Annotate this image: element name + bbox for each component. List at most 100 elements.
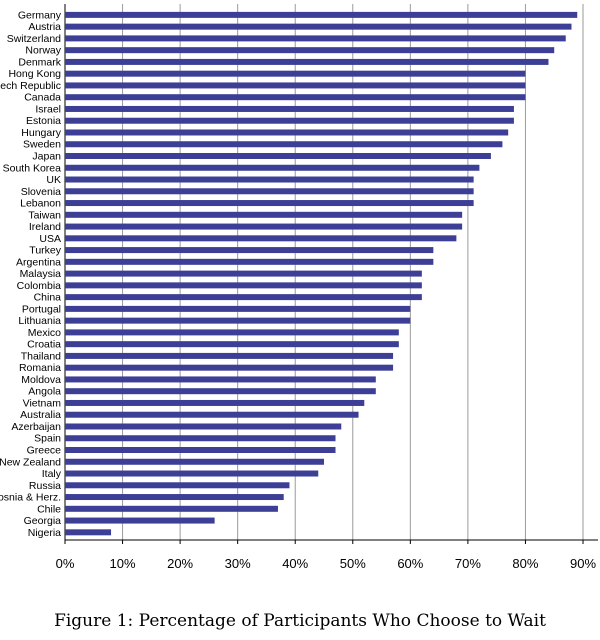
bar	[65, 282, 422, 289]
category-label: Chile	[37, 503, 61, 515]
category-label: Israel	[35, 103, 61, 115]
figure-caption: Figure 1: Percentage of Participants Who…	[54, 611, 546, 631]
category-label: Estonia	[26, 115, 61, 127]
category-label: Greece	[27, 445, 62, 457]
bar	[65, 141, 503, 148]
bar	[65, 341, 399, 348]
bar	[65, 58, 549, 65]
bar	[65, 94, 526, 101]
bar	[65, 482, 290, 489]
bar	[65, 47, 555, 54]
category-label: Canada	[24, 92, 61, 104]
bar	[65, 529, 112, 536]
bar	[65, 376, 376, 383]
category-label: Japan	[32, 151, 61, 163]
bar	[65, 494, 284, 501]
category-label: Argentina	[16, 256, 61, 268]
x-tick-label: 20%	[167, 556, 193, 571]
bar	[65, 470, 319, 477]
category-label: Norway	[25, 45, 61, 57]
category-label: Bosnia & Herz.	[0, 492, 61, 504]
x-axis: 0% 10% 20% 30% 40% 50% 60% 70% 80% 90%	[56, 539, 598, 571]
category-label: New Zealand	[0, 456, 61, 468]
bar	[65, 270, 422, 277]
category-label: Ireland	[29, 221, 61, 233]
category-label: Mexico	[28, 327, 61, 339]
category-label: Hong Kong	[8, 68, 61, 80]
category-label: Lebanon	[20, 198, 61, 210]
bar	[65, 423, 342, 430]
bar	[65, 435, 336, 442]
bar	[65, 11, 578, 18]
bar	[65, 329, 399, 336]
category-label: Slovenia	[21, 186, 61, 198]
bar	[65, 247, 434, 254]
x-tick-label: 80%	[512, 556, 538, 571]
category-label: Denmark	[18, 56, 61, 68]
category-label: Georgia	[24, 515, 62, 527]
category-label: Taiwan	[28, 209, 61, 221]
bar	[65, 352, 394, 359]
bar	[65, 294, 422, 301]
bar	[65, 399, 365, 406]
category-label: Switzerland	[7, 33, 61, 45]
category-label: USA	[39, 233, 61, 245]
bar	[65, 105, 514, 112]
category-label: Portugal	[22, 303, 61, 315]
bar	[65, 23, 572, 30]
bar	[65, 223, 463, 230]
category-label: UK	[46, 174, 61, 186]
bar	[65, 317, 411, 324]
category-label: Romania	[19, 362, 61, 374]
category-label: Australia	[20, 409, 61, 421]
bar-chart: GermanyAustriaSwitzerlandNorwayDenmarkHo…	[0, 4, 598, 571]
x-tick-label: 30%	[225, 556, 251, 571]
bars	[65, 11, 578, 536]
category-label: Germany	[18, 9, 62, 21]
bar	[65, 364, 394, 371]
category-label: Vietnam	[23, 397, 62, 409]
category-label: Russia	[29, 480, 61, 492]
category-label: Italy	[42, 468, 62, 480]
bar	[65, 411, 359, 418]
x-tick-label: 90%	[570, 556, 596, 571]
bar	[65, 70, 526, 77]
category-label: China	[34, 292, 62, 304]
category-label: Lithuania	[18, 315, 61, 327]
bar	[65, 458, 324, 465]
bar	[65, 305, 411, 312]
bar	[65, 176, 474, 183]
bar	[65, 517, 215, 524]
category-label: Azerbaijan	[11, 421, 61, 433]
category-label: Thailand	[21, 350, 61, 362]
category-label: Nigeria	[28, 527, 61, 539]
bar	[65, 117, 514, 124]
category-label: Spain	[34, 433, 61, 445]
x-tick-label: 10%	[110, 556, 136, 571]
category-labels: GermanyAustriaSwitzerlandNorwayDenmarkHo…	[0, 9, 62, 538]
category-label: Austria	[28, 21, 61, 33]
bar	[65, 211, 463, 218]
x-tick-label: 60%	[397, 556, 423, 571]
x-tick-label: 40%	[282, 556, 308, 571]
category-label: Angola	[28, 386, 61, 398]
bar	[65, 164, 480, 171]
bar	[65, 188, 474, 195]
bar	[65, 82, 526, 89]
bar	[65, 258, 434, 265]
category-label: Croatia	[27, 339, 61, 351]
bar	[65, 153, 491, 159]
category-label: Hungary	[21, 127, 61, 139]
x-tick-label: 0%	[56, 556, 75, 571]
category-label: Turkey	[29, 245, 61, 257]
x-tick-label: 70%	[455, 556, 481, 571]
bar	[65, 388, 376, 395]
bar	[65, 200, 474, 207]
bar	[65, 35, 566, 42]
category-label: Malaysia	[20, 268, 62, 280]
bar	[65, 129, 509, 136]
category-label: South Korea	[3, 162, 62, 174]
category-label: Sweden	[23, 139, 61, 151]
bar	[65, 235, 457, 242]
category-label: Colombia	[17, 280, 62, 292]
